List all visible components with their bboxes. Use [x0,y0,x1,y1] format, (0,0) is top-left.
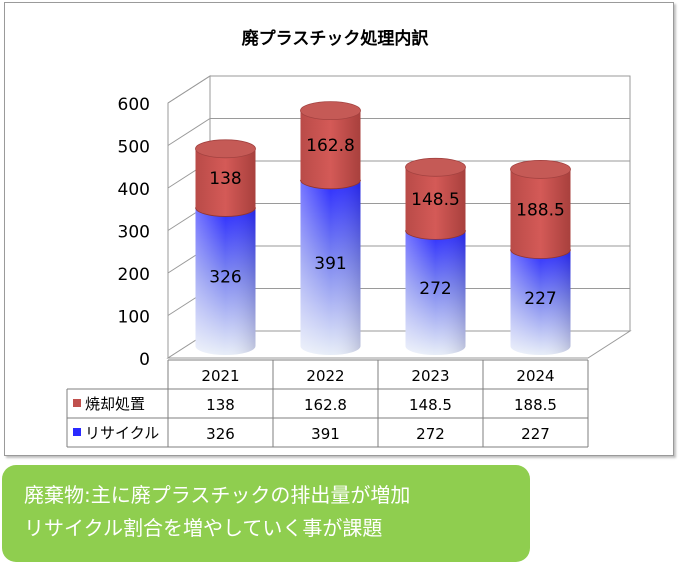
y-tick-label: 200 [118,265,150,285]
table-cell: 138 [206,396,235,414]
summary-callout: 廃棄物:主に廃プラスチックの排出量が増加 リサイクル割合を増やしていく事が課題 [2,465,530,562]
bar-incineration [510,169,571,259]
bar-recycle-shading [510,249,571,356]
chart-title: 廃プラスチック処理内訳 [242,28,430,49]
bar-top-cap [195,139,256,159]
data-label-recycle: 391 [314,254,346,274]
table-cell: 162.8 [304,396,347,414]
y-tick-label: 0 [139,350,150,370]
table-cell: 188.5 [514,396,557,414]
bar-recycle-shading [300,179,361,356]
legend-label: 焼却処置 [85,395,145,413]
bar-incineration [195,148,256,217]
data-label-incineration: 162.8 [306,136,355,156]
bar-top-cap [405,157,466,177]
x-tick-label: 2023 [411,367,449,385]
gridline [167,75,630,104]
x-tick-label: 2022 [306,367,344,385]
y-tick-label: 600 [118,95,150,115]
bar-boundary [195,207,256,217]
legend-label: リサイクル [85,424,159,442]
bar-top-cap [300,101,361,121]
data-label-incineration: 138 [209,169,241,189]
bar-recycle-shading [405,230,466,356]
y-tick-label: 500 [118,138,150,158]
table-cell: 326 [206,425,235,443]
bar-boundary [405,230,466,240]
data-label-recycle: 272 [419,279,451,299]
gridline [167,118,630,146]
y-tick-label: 400 [118,180,150,200]
data-label-recycle: 227 [524,289,556,309]
data-label-incineration: 188.5 [516,200,565,220]
bar-boundary [510,249,571,259]
bar-recycle-shading [195,207,256,356]
x-tick-label: 2024 [516,367,554,385]
bar-top-cap [510,160,571,179]
table-cell: 391 [311,425,340,443]
y-tick-label: 300 [118,223,150,243]
legend-key [73,399,81,407]
bar-boundary [300,179,361,190]
table-cell: 272 [416,425,445,443]
bar-incineration [300,110,361,189]
legend-key [73,428,81,436]
data-label-recycle: 326 [209,268,241,288]
callout-line-2: リサイクル割合を増やしていく事が課題 [24,516,383,540]
callout-line-1: 廃棄物:主に廃プラスチックの排出量が増加 [24,483,411,507]
y-tick-label: 100 [118,308,150,328]
table-cell: 148.5 [409,396,452,414]
x-tick-label: 2021 [201,367,239,385]
data-label-incineration: 148.5 [411,190,460,210]
table-cell: 227 [521,425,550,443]
bar-incineration [405,167,466,240]
